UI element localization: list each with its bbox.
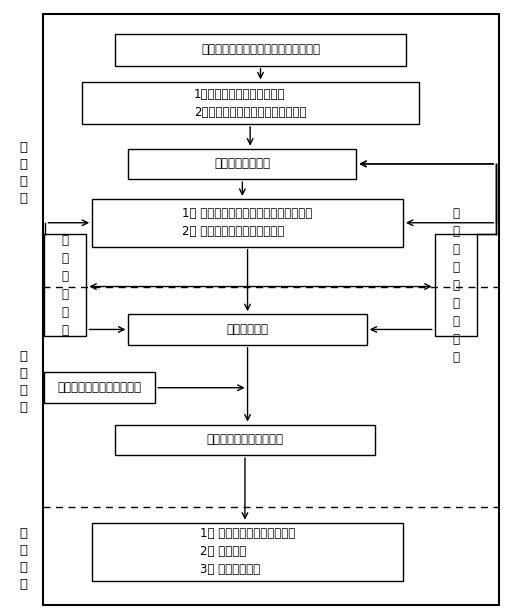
- Bar: [92, 522, 403, 581]
- Text: 第
三
阶
段: 第 三 阶 段: [19, 527, 27, 591]
- Bar: [92, 199, 403, 246]
- Bar: [128, 314, 367, 345]
- Text: 1、 提出环境保护建议和措施
2、 给出结论
3、 报告书的编制: 1、 提出环境保护建议和措施 2、 给出结论 3、 报告书的编制: [200, 527, 295, 576]
- Bar: [43, 14, 499, 606]
- Text: 国家、地方有关法规、标准: 国家、地方有关法规、标准: [58, 381, 142, 394]
- Bar: [115, 424, 375, 455]
- Text: 建
设
项
目
的
工
程
分
析: 建 设 项 目 的 工 程 分 析: [452, 206, 460, 363]
- Bar: [115, 34, 406, 66]
- Text: 环
境
现
状
调
查: 环 境 现 状 调 查: [61, 233, 69, 336]
- Text: 建设单位提出已批准的建设项目建议书: 建设单位提出已批准的建设项目建议书: [201, 43, 320, 56]
- Bar: [44, 373, 155, 403]
- Bar: [128, 148, 356, 179]
- Text: 第
一
阶
段: 第 一 阶 段: [19, 141, 27, 205]
- Bar: [82, 83, 418, 124]
- Text: 第
二
阶
段: 第 二 阶 段: [19, 350, 27, 413]
- Text: 1、 确定各单项环境影响评价的工作等级
2、 编制环境影响评价实施方案: 1、 确定各单项环境影响评价的工作等级 2、 编制环境影响评价实施方案: [182, 207, 313, 238]
- Text: 筛选重点评价项目: 筛选重点评价项目: [214, 158, 270, 171]
- Text: 评价建设项目的环境影响: 评价建设项目的环境影响: [206, 433, 283, 447]
- Bar: [44, 235, 86, 336]
- Text: 环境影响预测: 环境影响预测: [227, 323, 268, 336]
- Text: 1、研究国家有关的法律文件
2、研究与建设项目有关的其它文件: 1、研究国家有关的法律文件 2、研究与建设项目有关的其它文件: [194, 87, 306, 119]
- Bar: [435, 235, 477, 336]
